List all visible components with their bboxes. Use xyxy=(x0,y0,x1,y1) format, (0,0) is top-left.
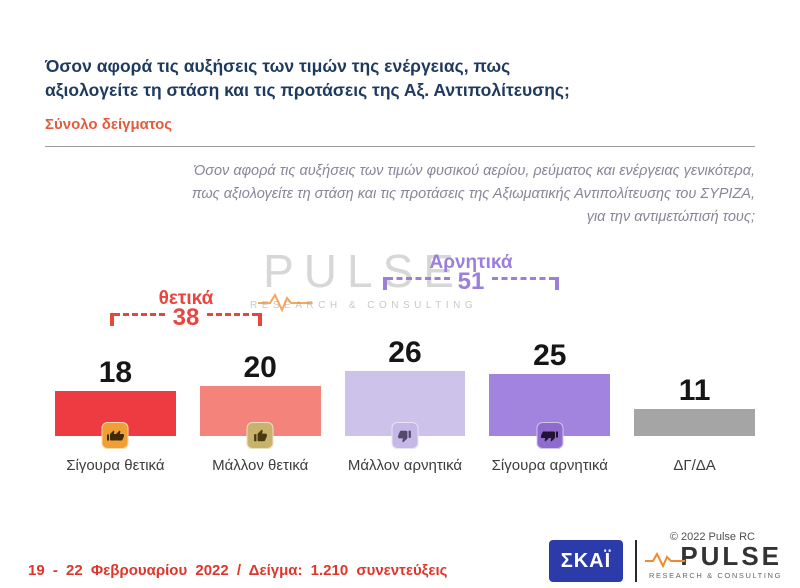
bracket-tick xyxy=(555,277,560,290)
category-label: Μάλλον θετικά xyxy=(200,422,321,476)
bracket-tick xyxy=(383,277,387,290)
category-label: ΔΓ/ΔΑ xyxy=(634,436,755,476)
category-label-text: Μάλλον αρνητικά xyxy=(347,457,463,474)
positive-group-label: θετικά xyxy=(158,288,214,309)
thumbs-up-badge xyxy=(246,422,274,449)
question-line-1: Όσον αφορά τις αυξήσεις των τιμών φυσικο… xyxy=(193,163,755,179)
skai-logo-text: ΣΚΑΪ xyxy=(560,549,612,572)
bar-value: 26 xyxy=(388,336,422,369)
bracket-dash xyxy=(387,277,450,280)
bar-column: 11 xyxy=(634,373,755,436)
heartbeat-line-icon xyxy=(644,551,685,568)
bar xyxy=(634,408,755,436)
thumbs-up-icon xyxy=(253,429,267,441)
thumbs-down-icon xyxy=(541,431,553,441)
bracket-tick xyxy=(110,313,114,326)
footer-logos: ΣΚΑΪ PULSE RESEARCH & CONSULTING xyxy=(548,540,782,582)
thumbs-down-icon xyxy=(547,431,559,441)
heartbeat-line-icon xyxy=(258,292,312,312)
bar-column: 20 xyxy=(199,351,321,436)
category-label-text: Μάλλον θετικά xyxy=(212,457,309,474)
bracket-tick xyxy=(258,313,263,326)
pulse-logo: PULSE RESEARCH & CONSULTING xyxy=(644,540,782,580)
watermark-tagline: RESEARCH & CONSULTING xyxy=(250,300,478,311)
double-thumbs-down-badge xyxy=(536,422,564,449)
question-text: Όσον αφορά τις αυξήσεις των τιμών φυσικο… xyxy=(110,160,755,230)
title-line-2: αξιολογείτε τη στάση και τις προτάσεις τ… xyxy=(45,79,570,100)
bar-value: 18 xyxy=(98,356,133,389)
question-line-2: πως αξιολογείτε τη στάση και τις προτάσε… xyxy=(191,186,755,203)
category-label-text: Σίγουρα θετικά xyxy=(66,457,165,474)
copyright-text: © 2022 Pulse RC xyxy=(669,531,755,543)
skai-logo: ΣΚΑΪ xyxy=(548,540,623,582)
positive-group-bracket: θετικά 38 xyxy=(110,288,263,330)
title-line-1: Όσον αφορά τις αυξήσεις των τιμών της εν… xyxy=(45,56,511,76)
watermark-text: PULSE xyxy=(263,245,464,297)
double-thumbs-up-badge xyxy=(101,422,129,449)
negative-group-bracket: Αρνητικά 51 xyxy=(383,252,560,294)
bracket-dash xyxy=(492,277,556,280)
thumbs-down-icon xyxy=(398,430,412,442)
negative-group-label: Αρνητικά xyxy=(429,252,513,273)
thumbs-up-icon xyxy=(112,430,124,440)
bracket-dash xyxy=(114,313,165,316)
question-line-3: για την αντιμετώπισή τους; xyxy=(586,209,755,226)
pulse-watermark: PULSE RESEARCH & CONSULTING xyxy=(250,244,478,312)
category-label-text: Σίγουρα αρνητικά xyxy=(491,457,608,474)
pulse-logo-tagline: RESEARCH & CONSULTING xyxy=(648,570,782,580)
category-label: Μάλλον αρνητικά xyxy=(345,422,466,476)
thumbs-down-badge xyxy=(391,422,419,449)
bar-value: 11 xyxy=(678,373,711,407)
negative-bracket-line: 51 xyxy=(383,270,560,294)
category-label: Σίγουρα αρνητικά xyxy=(489,422,610,476)
positive-bracket-line: 38 xyxy=(110,306,263,330)
thumbs-up-icon xyxy=(106,430,118,440)
fieldwork-note: 19 - 22 Φεβρουαρίου 2022 / Δείγμα: 1.210… xyxy=(28,562,448,579)
bracket-dash xyxy=(207,313,259,316)
pulse-logo-text: PULSE xyxy=(680,540,782,571)
bar-chart: 18 20 26 25 11 xyxy=(55,296,755,436)
divider-line xyxy=(45,146,755,147)
positive-group-value: 38 xyxy=(172,304,200,331)
bar-value: 25 xyxy=(533,338,567,372)
category-label-text: ΔΓ/ΔΑ xyxy=(673,457,716,474)
category-labels: Σίγουρα θετικά Μάλλον θετικά Μάλλον αρνη… xyxy=(55,422,755,476)
bar-value: 20 xyxy=(243,351,277,384)
category-label: Σίγουρα θετικά xyxy=(55,422,176,476)
negative-group-value: 51 xyxy=(457,268,485,295)
page-title: Όσον αφορά τις αυξήσεις των τιμών της εν… xyxy=(45,55,665,102)
logo-divider xyxy=(634,540,637,582)
sample-subtitle: Σύνολο δείγματος xyxy=(45,116,173,133)
